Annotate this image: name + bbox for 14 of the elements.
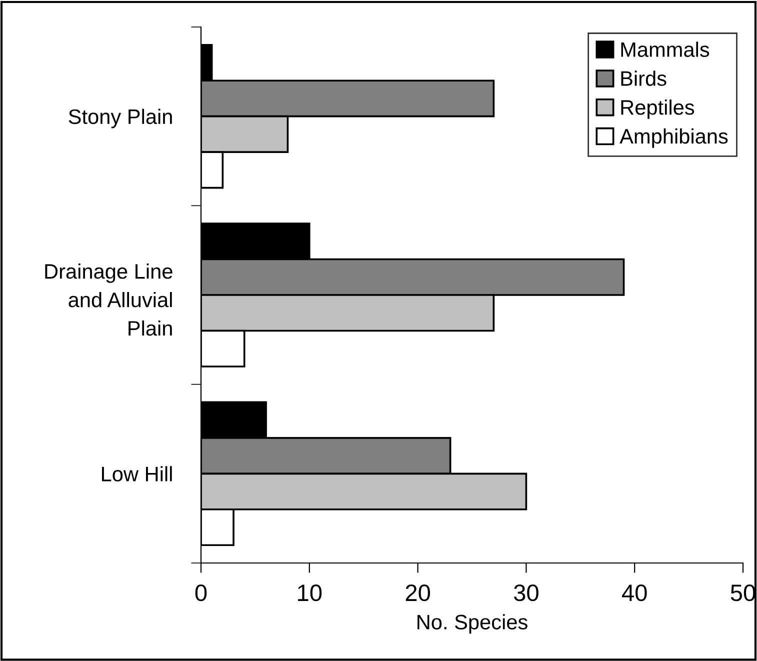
y-tick-label: Drainage Line and Alluvial Plain — [45, 264, 172, 336]
x-tick-label: 0 — [195, 584, 207, 602]
legend-label: Reptiles — [621, 100, 694, 119]
x-tick-label: 20 — [406, 584, 430, 602]
x-tick-label: 30 — [514, 584, 538, 602]
x-tick-label: 10 — [298, 584, 322, 602]
y-tick-label: Low Hill — [102, 466, 172, 482]
y-tick-label: Stony Plain — [68, 108, 172, 128]
legend-label: Amphibians — [620, 128, 728, 148]
legend-label: Mammals — [621, 42, 710, 57]
x-tick-label: 50 — [730, 584, 756, 602]
x-tick-label: 40 — [622, 584, 647, 602]
x-axis-title: No. Species — [418, 614, 528, 634]
legend-label: Birds — [621, 70, 666, 86]
